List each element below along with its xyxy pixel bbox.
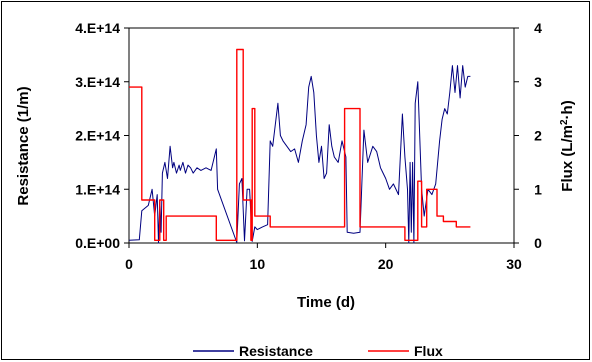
y2-tick-label: 0 [534,235,542,251]
legend: Resistance Flux [193,343,443,359]
y2-tick-label: 4 [534,20,542,36]
x-tick-label: 0 [125,256,133,272]
y2-axis-label-tail: ·h) [559,100,576,119]
legend-label-flux: Flux [414,343,443,359]
y2-axis-label-main: Flux (L/m [559,125,576,192]
y-tick-label: 1.E+14 [75,181,120,197]
ticks-layer: 0.E+00 1.E+14 2.E+14 3.E+14 4.E+14 0 1 2 3 4 0 10 20… [75,20,542,272]
y2-axis-label: Flux (L/m2·h) [559,100,576,191]
plot-border [128,27,515,244]
y2-tick-label: 1 [534,181,542,197]
series-line-resistance [128,65,471,244]
y-tick-label: 4.E+14 [75,20,120,36]
y2-tick-label: 3 [534,74,542,90]
x-tick-label: 30 [506,256,522,272]
y-tick-label: 0.E+00 [75,235,120,251]
x-tick-label: 10 [250,256,266,272]
series-layer [128,48,471,244]
series-line-flux [129,48,471,242]
y-tick-label: 3.E+14 [75,74,120,90]
y-tick-label: 2.E+14 [75,128,120,144]
y2-axis-label-sup: 2 [559,119,570,125]
legend-label-resistance: Resistance [239,343,313,359]
x-tick-label: 20 [378,256,394,272]
y2-tick-label: 2 [534,128,542,144]
x-axis-label: Time (d) [297,294,355,311]
plot-area [128,27,515,244]
y-axis-label: Resistance (1/m) [15,86,32,205]
